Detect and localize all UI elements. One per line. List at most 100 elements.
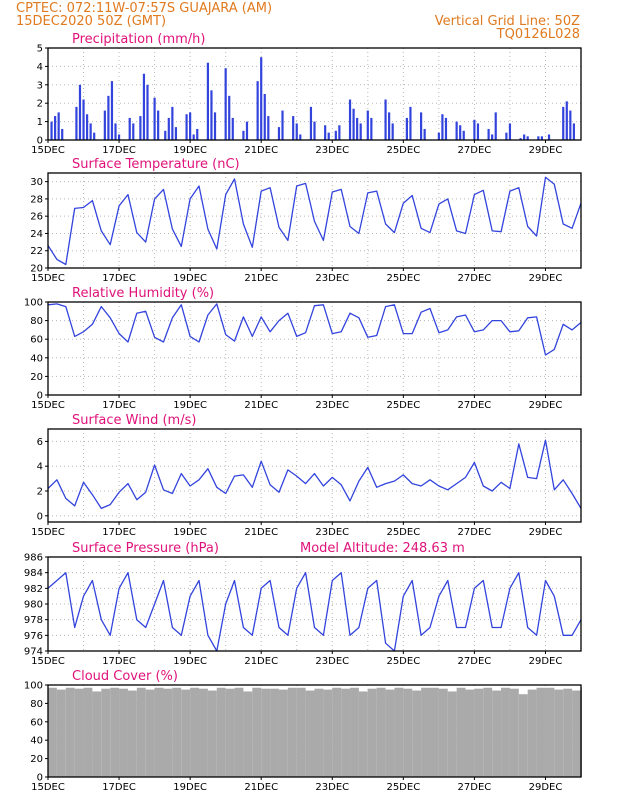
x-tick-label: 21DEC [244,656,278,667]
bar-precipitation [334,130,337,140]
header-station: CPTEC: 072:11W-07:57S GUAJARA (AM) [16,1,272,16]
bar-precipitation [224,68,227,140]
bar-cloud-cover [438,688,448,777]
x-tick-label: 23DEC [315,145,349,156]
bar-precipitation [132,123,135,140]
bar-precipitation [292,116,295,140]
x-tick-label: 25DEC [386,400,420,411]
bar-cloud-cover [332,687,342,777]
y-tick-label: 2 [37,487,43,498]
y-tick-label: 976 [24,631,43,642]
bar-cloud-cover [403,688,413,777]
bar-cloud-cover [172,687,182,777]
panel-precipitation: 0 1 2 3 4 5 15DEC 17DEC 19DEC 21DEC 23DEC 25DEC 27DE… [31,32,582,156]
bar-precipitation [267,116,270,140]
bar-cloud-cover [278,689,288,777]
bar-precipitation [359,123,362,140]
bar-cloud-cover [314,688,324,777]
bar-cloud-cover [367,688,377,777]
x-tick-label: 17DEC [102,145,136,156]
bar-cloud-cover [421,687,430,777]
bar-cloud-cover [287,687,297,777]
bar-cloud-cover [305,690,315,777]
bar-cloud-cover [190,687,200,777]
y-tick-label: 4 [37,62,43,73]
bar-precipitation [157,110,160,140]
bar-precipitation [256,81,259,140]
bar-cloud-cover [199,688,208,777]
x-tick-label: 19DEC [173,145,207,156]
bar-precipitation [324,125,327,140]
bar-cloud-cover [48,687,57,777]
bar-precipitation [444,117,448,140]
bar-precipitation [459,125,462,140]
x-tick-label: 29DEC [529,782,563,793]
panel-title-humidity: Relative Humidity (%) [72,286,214,301]
bar-precipitation [231,117,234,140]
x-tick-label: 29DEC [529,656,563,667]
x-tick-label: 19DEC [173,782,207,793]
x-tick-label: 25DEC [386,656,420,667]
frame-pressure [47,556,582,652]
bar-precipitation [228,95,231,140]
bar-precipitation [519,138,522,140]
x-tick-label: 17DEC [102,273,136,284]
x-tick-label: 15DEC [31,145,65,156]
bar-cloud-cover [341,688,351,777]
bar-precipitation [505,132,508,140]
bar-precipitation [82,99,85,140]
y-tick-label: 984 [24,568,43,579]
line-humidity [47,303,582,356]
bar-cloud-cover [83,687,93,777]
bar-cloud-cover [136,687,146,777]
y-tick-label: 5 [37,44,43,55]
x-tick-label: 21DEC [244,400,278,411]
bar-precipitation [103,110,106,140]
bar-precipitation [409,106,412,140]
bar-cloud-cover [181,689,191,777]
bar-precipitation [263,94,266,140]
bar-precipitation [107,95,110,140]
y-tick-label: 30 [30,177,43,188]
x-tick-label: 19DEC [173,273,207,284]
x-tick-label: 15DEC [31,273,65,284]
y-tick-label: 1 [37,117,43,128]
bar-precipitation [93,132,96,140]
y-tick-label: 0 [37,773,43,784]
y-tick-label: 982 [24,584,43,595]
x-tick-label: 29DEC [529,273,563,284]
y-tick-label: 3 [37,80,43,91]
bar-precipitation [210,90,213,140]
bar-cloud-cover [412,690,422,777]
bar-precipitation [462,130,465,140]
panel-cloud-cover: 0 20 40 60 80 100 15DEC 17DEC 19DEC 21DEC 23DEC 25D… [24,669,582,793]
bar-precipitation [299,134,302,140]
bar-precipitation [370,117,373,140]
bar-cloud-cover [65,687,75,777]
bar-precipitation [565,101,568,140]
bar-cloud-cover [207,690,217,777]
bar-precipitation [78,84,82,140]
bar-precipitation [295,123,298,140]
y-tick-label: 100 [24,298,43,309]
bar-precipitation [213,112,217,140]
bar-cloud-cover [465,689,475,777]
y-tick-label: 20 [30,264,43,275]
bar-precipitation [50,121,53,140]
bar-precipitation [523,134,526,140]
x-tick-label: 17DEC [102,527,136,538]
bar-precipitation [508,123,512,140]
bar-precipitation [89,123,92,140]
bar-precipitation [405,117,408,140]
bar-cloud-cover [429,687,439,777]
bar-cloud-cover [474,688,484,777]
bar-cloud-cover [225,688,235,777]
bar-cloud-cover [350,687,359,777]
bar-precipitation [572,123,575,140]
x-tick-label: 25DEC [386,527,420,538]
bar-cloud-cover [358,691,368,777]
y-tick-label: 2 [37,99,43,110]
panel-title-precipitation: Precipitation (mm/h) [72,32,205,47]
frame-temperature [47,172,582,269]
bar-cloud-cover [447,691,457,777]
